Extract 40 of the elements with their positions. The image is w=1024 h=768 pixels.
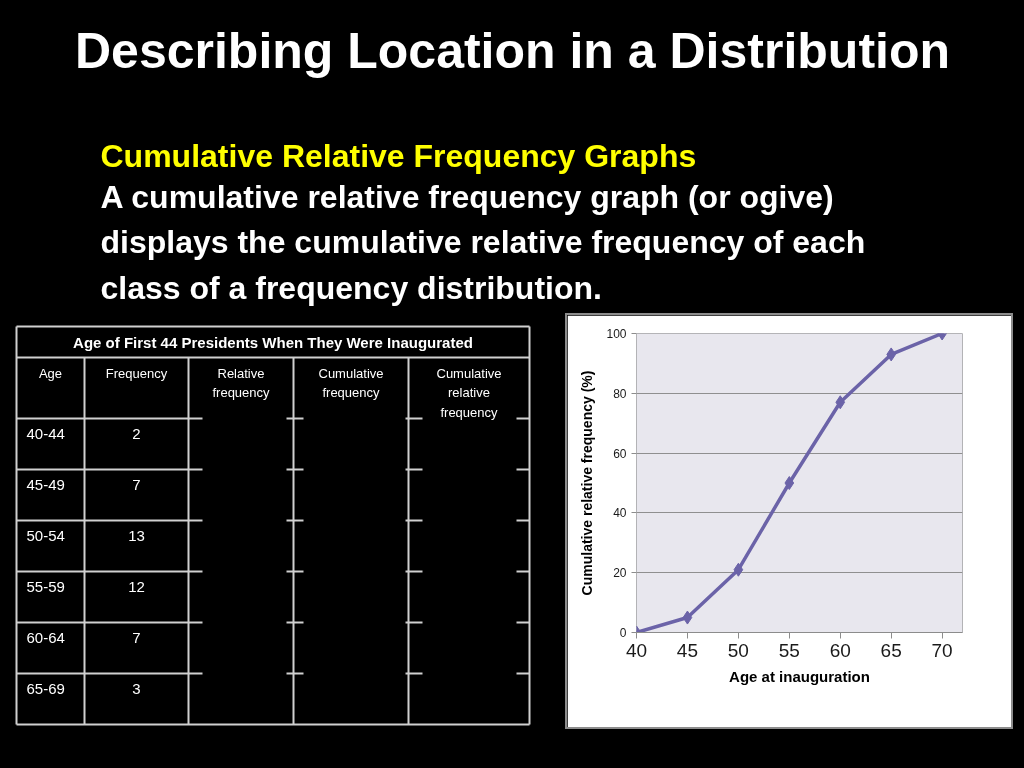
data-label: 2	[132, 424, 141, 442]
text: Cumulative relative frequency	[436, 365, 502, 420]
data-label: 3	[132, 679, 141, 697]
text: Describing Location in a Distribution	[74, 22, 951, 79]
data-label: 7	[132, 628, 141, 646]
x-tick-label: 60	[829, 639, 851, 661]
y-tick-label: 60	[613, 446, 627, 461]
text: Age	[38, 365, 63, 381]
text: Cumulative Relative Frequency Graphs	[100, 137, 697, 174]
point	[784, 476, 795, 490]
text: Age of First 44 Presidents When They Were Inaugurated	[73, 333, 473, 351]
y-tick-label: 20	[613, 566, 627, 581]
x-tick-label: 70	[931, 639, 953, 661]
y-tick-label: 0	[619, 626, 627, 640]
category-label: 45-49	[26, 475, 65, 493]
data-label: 13	[128, 526, 145, 544]
x-tick-label: 65	[880, 639, 902, 661]
point	[886, 347, 897, 362]
x-tick-label: 55	[778, 639, 800, 661]
category-label: 40-44	[26, 424, 65, 442]
text: Cumulative frequency	[318, 365, 384, 400]
data-label: 12	[128, 577, 145, 595]
text: A cumulative relative frequency graph (or ogive) displays the cumulative relative frequency of each class of a frequency distribution.	[100, 178, 866, 306]
point	[835, 395, 846, 410]
x-tick-label: 45	[676, 639, 699, 661]
text: Frequency	[105, 365, 168, 381]
y-tick-label: 80	[613, 386, 627, 401]
category-label: 60-64	[26, 628, 65, 646]
point	[733, 562, 744, 577]
x-axis-title: Age at inauguration	[729, 667, 870, 685]
text: Relative frequency	[212, 365, 271, 400]
y-tick-label: 40	[613, 506, 627, 521]
category-label: 50-54	[26, 526, 65, 544]
data-label: 7	[132, 475, 141, 493]
category-label: 65-69	[26, 679, 65, 697]
x-tick-label: 50	[727, 639, 749, 661]
point	[682, 610, 693, 625]
y-tick-label: 100	[606, 327, 627, 341]
category-label: 55-59	[26, 577, 65, 595]
y-axis-title: Cumulative relative frequency (%)	[579, 370, 596, 596]
